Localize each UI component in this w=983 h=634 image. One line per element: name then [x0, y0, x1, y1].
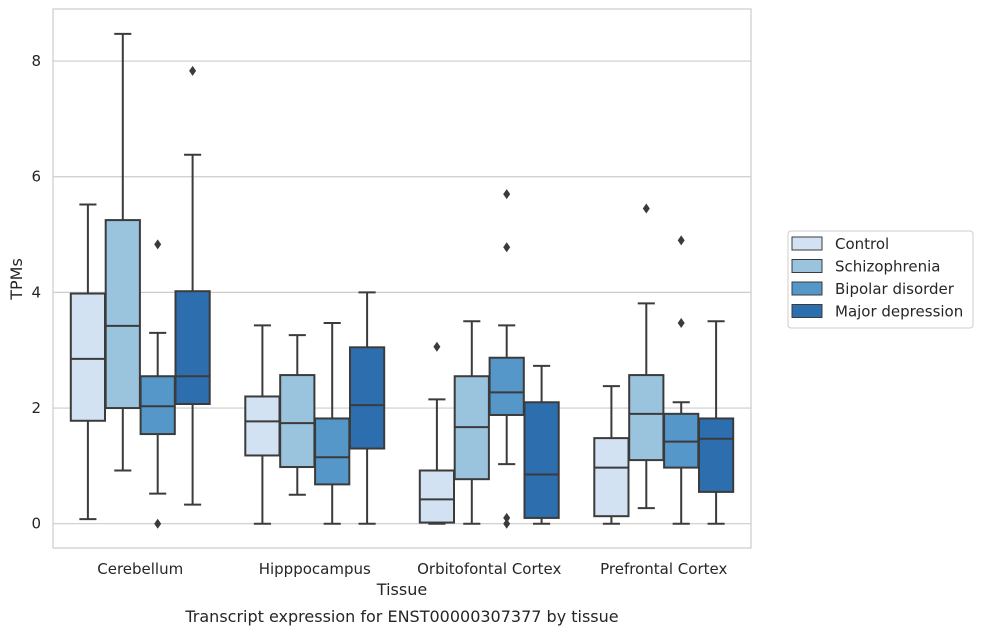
- legend-swatch: [791, 281, 823, 296]
- legend: Control Schizophrenia Bipolar disorder Majo…: [787, 230, 974, 329]
- box-0-1: [104, 32, 141, 472]
- x-tick-label: Cerebellum: [97, 560, 183, 578]
- outlier-point: [677, 318, 685, 329]
- y-tick-label: 6: [31, 168, 41, 186]
- box-body: [139, 375, 176, 436]
- box-body: [697, 417, 735, 493]
- box-body: [69, 292, 107, 422]
- outlier-point: [189, 65, 197, 76]
- box-3-2: [663, 235, 700, 525]
- outlier-point: [503, 189, 511, 200]
- box-body: [418, 469, 456, 524]
- box-1-1: [279, 334, 316, 496]
- box-body: [628, 374, 665, 462]
- box-body: [348, 346, 386, 450]
- y-tick-label: 2: [31, 399, 41, 417]
- outlier-point: [433, 341, 441, 352]
- box-3-1: [628, 203, 665, 510]
- box-0-2: [139, 239, 176, 529]
- legend-label: Schizophrenia: [835, 258, 940, 276]
- x-tick-labels: Cerebellum Hipppocampus Orbitofontal Corte…: [97, 560, 727, 578]
- box-2-3: [523, 364, 560, 525]
- y-tick-label: 8: [31, 52, 41, 70]
- legend-label: Major depression: [835, 303, 963, 321]
- box-3-0: [593, 385, 630, 525]
- box-body: [523, 401, 560, 519]
- box-body: [244, 395, 281, 457]
- plot-area-frame: [52, 8, 752, 549]
- box-2-2: [488, 189, 525, 529]
- box-3-3: [697, 320, 735, 525]
- x-tick-label: Hipppocampus: [259, 560, 371, 578]
- legend-swatch: [791, 236, 823, 251]
- box-0-0: [69, 203, 107, 521]
- outlier-point: [503, 242, 511, 253]
- legend-frame: [787, 230, 974, 329]
- outlier-point: [503, 518, 511, 529]
- box-1-2: [314, 322, 351, 525]
- legend-swatch: [791, 304, 823, 318]
- outlier-point: [503, 512, 511, 523]
- legend-items: Control Schizophrenia Bipolar disorder Majo…: [791, 235, 963, 321]
- box-body: [174, 290, 211, 405]
- box-body: [104, 219, 141, 410]
- box-body: [593, 437, 630, 518]
- box-1-0: [244, 324, 281, 525]
- x-tick-label: Prefrontal Cortex: [600, 560, 727, 578]
- box-2-1: [453, 320, 490, 525]
- box-1-3: [348, 291, 386, 525]
- box-0-3: [174, 65, 211, 506]
- box-groups: [69, 32, 735, 529]
- outlier-point: [154, 239, 162, 250]
- legend-swatch: [791, 259, 823, 273]
- y-axis-label: TPMs: [7, 258, 26, 301]
- y-tick-labels: 0 2 4 6 8: [31, 52, 41, 533]
- chart-caption: Transcript expression for ENST0000030737…: [184, 607, 618, 626]
- box-body: [279, 374, 316, 469]
- box-body: [314, 417, 351, 486]
- legend-label: Bipolar disorder: [835, 280, 955, 298]
- legend-label: Control: [835, 235, 889, 253]
- box-body: [488, 356, 525, 416]
- y-tick-label: 4: [31, 283, 41, 301]
- y-tick-label: 0: [31, 515, 41, 533]
- x-tick-label: Orbitofontal Cortex: [417, 560, 561, 578]
- outlier-point: [154, 518, 162, 529]
- outlier-point: [677, 235, 685, 246]
- outlier-point: [642, 203, 650, 214]
- box-2-0: [418, 341, 456, 525]
- x-axis-label: Tissue: [376, 580, 427, 599]
